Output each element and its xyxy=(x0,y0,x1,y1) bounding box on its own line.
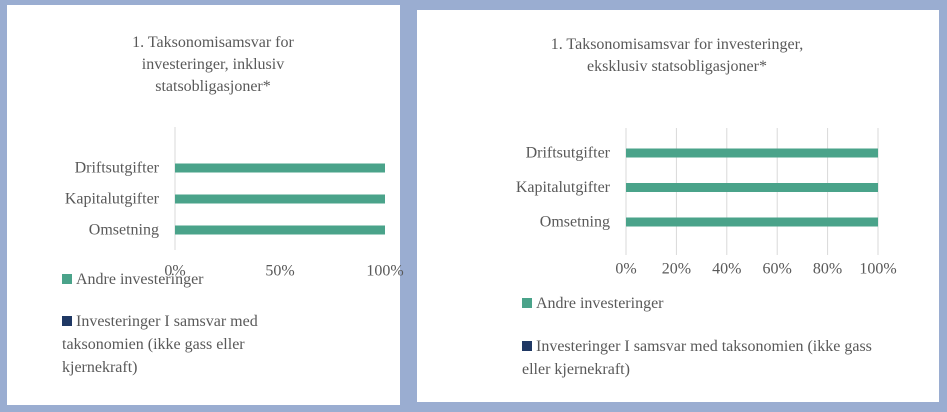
legend-label: Andre investeringer xyxy=(76,271,204,288)
y-tick-label: Omsetning xyxy=(89,222,159,239)
chart-panel xyxy=(417,10,939,402)
bar xyxy=(626,183,878,192)
bar xyxy=(626,148,878,158)
legend-label: Investeringer I samsvar med taksonomien … xyxy=(522,338,872,378)
legend-swatch xyxy=(62,316,72,326)
legend-label: Andre investeringer xyxy=(536,295,664,312)
y-tick-label: Driftsutgifter xyxy=(526,145,611,162)
x-tick-label: 100% xyxy=(859,261,896,278)
legend-swatch xyxy=(522,298,532,308)
bar xyxy=(175,194,385,204)
bar xyxy=(175,225,385,235)
chart-panel xyxy=(7,5,400,405)
legend-item: Andre investeringer xyxy=(62,268,322,291)
chart-title: 1. Taksonomisamsvar for investeringer, i… xyxy=(132,34,294,95)
legend-item: Andre investeringer xyxy=(522,292,892,315)
y-tick-label: Kapitalutgifter xyxy=(516,179,611,196)
y-tick-label: Omsetning xyxy=(540,214,610,231)
x-tick-label: 100% xyxy=(366,263,403,280)
x-tick-label: 20% xyxy=(662,261,691,278)
bar xyxy=(175,163,385,173)
bar xyxy=(626,217,878,227)
x-tick-label: 80% xyxy=(813,261,842,278)
legend-item: Investeringer I samsvar med taksonomien … xyxy=(62,310,322,379)
x-tick-label: 60% xyxy=(763,261,792,278)
legend-swatch xyxy=(522,341,532,351)
x-tick-label: 40% xyxy=(712,261,741,278)
x-tick-label: 0% xyxy=(615,261,636,278)
y-tick-label: Driftsutgifter xyxy=(75,160,160,177)
chart-title: 1. Taksonomisamsvar for investeringer, e… xyxy=(550,36,804,75)
legend-swatch xyxy=(62,274,72,284)
legend-item: Investeringer I samsvar med taksonomien … xyxy=(522,335,872,381)
x-tick-label: 0% xyxy=(164,263,185,280)
y-tick-label: Kapitalutgifter xyxy=(65,191,160,208)
legend-label: Investeringer I samsvar med taksonomien … xyxy=(62,313,258,376)
x-tick-label: 50% xyxy=(265,263,294,280)
